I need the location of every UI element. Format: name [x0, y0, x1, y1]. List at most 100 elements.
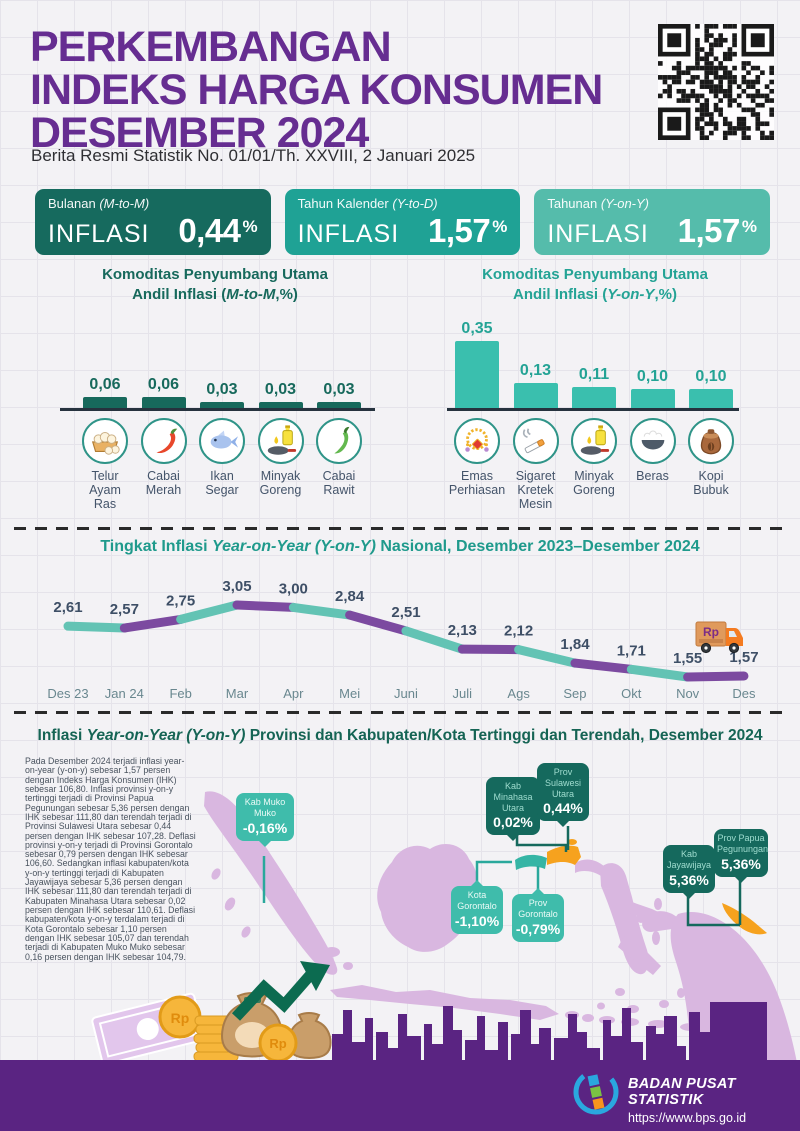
svg-text:1,55: 1,55	[673, 650, 702, 667]
section-divider	[14, 711, 786, 714]
callout-kab-jayawijaya: Kab Jayawijaya 5,36%	[663, 845, 715, 899]
national-inflation-line-chart: 2,61 Des 23 2,57 Jan 24 2,75 Feb 3,05 Mar 3,00 Ap…	[47, 578, 758, 701]
summary-paragraph: Pada Desember 2024 terjadi inflasi year-…	[25, 756, 196, 962]
eggs-icon	[82, 417, 128, 464]
svg-text:2,13: 2,13	[448, 622, 477, 639]
stat-yoy-inflation: Tahunan (Y-on-Y) INFLASI 1,57%	[534, 189, 771, 255]
bar-column: 0,11	[567, 366, 621, 408]
footer-text: BADAN PUSAT STATISTIK https://www.bps.go…	[628, 1076, 800, 1125]
bar-value: 0,06	[89, 376, 121, 393]
stat-value: 1,57	[677, 212, 741, 249]
bar-column: 0,06	[137, 376, 191, 408]
mtm-labels: Telur Ayam Ras Cabai Merah Ikan Segar Mi…	[78, 469, 366, 512]
bar	[258, 402, 303, 408]
svg-text:Feb: Feb	[169, 686, 191, 701]
yoy-icons	[450, 417, 738, 464]
callout-value: 0,44%	[543, 800, 583, 817]
papua-pegunungan-highlight	[722, 903, 767, 935]
svg-text:Jan 24: Jan 24	[105, 686, 144, 701]
callout-prov-papua-pegunungan: Prov Papua Pegunungan 5,36%	[714, 829, 768, 883]
bar	[513, 383, 558, 408]
bar-value: 0,03	[206, 381, 238, 398]
bar-column: 0,10	[626, 368, 680, 408]
axis-baseline	[60, 408, 375, 411]
svg-text:Rp: Rp	[703, 625, 719, 639]
callout-name: Prov Gorontalo	[518, 898, 558, 919]
bar	[689, 389, 733, 408]
callout-name: Kota Gorontalo	[457, 890, 497, 911]
stat-period: Tahunan	[547, 196, 601, 211]
svg-text:3,05: 3,05	[222, 578, 251, 595]
cooking-oil-icon	[571, 417, 617, 464]
stat-period: Bulanan	[48, 196, 100, 211]
callout-name: Kab Minahasa Utara	[493, 781, 533, 813]
bar	[630, 389, 675, 408]
footer-band	[0, 1060, 800, 1131]
fish-icon	[199, 417, 245, 464]
item-label: Cabai Merah	[145, 468, 182, 497]
website-url[interactable]: https://www.bps.go.id	[628, 1111, 747, 1125]
stat-label: INFLASI	[297, 220, 400, 248]
svg-text:2,75: 2,75	[166, 592, 195, 609]
svg-text:Ags: Ags	[507, 686, 530, 701]
bar	[200, 402, 244, 408]
stat-label: INFLASI	[48, 220, 150, 248]
callout-prov-sulawesi-utara: Prov Sulawesi Utara 0,44%	[537, 763, 589, 828]
headline-stats: Bulanan (M-to-M) INFLASI 0,44% Tahun Kale…	[35, 189, 771, 255]
stat-ytd-inflation: Tahun Kalender (Y-to-D) INFLASI 1,57%	[284, 189, 521, 255]
callout-kab-muko-muko: Kab Muko Muko -0,16%	[236, 793, 294, 847]
coin-icon: Rp	[158, 995, 202, 1039]
bar-value: 0,10	[636, 368, 669, 385]
city-skyline	[332, 1002, 767, 1062]
bar	[572, 387, 616, 408]
bar	[141, 397, 186, 408]
stat-unit: %	[741, 217, 758, 236]
bar-value: 0,03	[264, 381, 297, 398]
stat-period-detail: (M-to-M)	[99, 196, 150, 211]
bar-value: 0,11	[578, 366, 610, 383]
bar-column: 0,06	[78, 376, 132, 408]
item-label: Cabai Rawit	[322, 468, 356, 497]
section-divider	[14, 527, 786, 530]
svg-text:2,61: 2,61	[53, 599, 82, 616]
bar-column: 0,03	[312, 381, 366, 408]
svg-text:Juli: Juli	[453, 686, 473, 701]
bar-column: 0,13	[509, 362, 563, 408]
bar	[455, 341, 499, 408]
coin-icon: Rp	[258, 1023, 298, 1063]
bar-column: 0,03	[195, 381, 249, 408]
stat-label: INFLASI	[547, 220, 649, 248]
stat-unit: %	[492, 217, 508, 236]
gold-jewelry-icon	[454, 417, 500, 464]
callout-prov-gorontalo: Prov Gorontalo -0,79%	[512, 888, 564, 942]
stat-period-detail: (Y-on-Y)	[600, 196, 649, 211]
bar-value: 0,10	[695, 368, 727, 385]
item-label: Beras	[636, 468, 669, 483]
commodities-mtm-title: Komoditas Penyumbang Utama Andil Inflasi…	[102, 266, 328, 303]
qr-code[interactable]	[658, 24, 774, 140]
bar-value: 0,03	[323, 381, 355, 398]
red-chili-icon	[140, 417, 187, 464]
callout-kab-minahasa-utara: Kab Minahasa Utara 0,02%	[486, 777, 540, 842]
stat-value: 1,57	[427, 212, 491, 249]
stat-unit: %	[242, 217, 258, 236]
green-chili-icon	[316, 417, 362, 464]
bps-logo	[573, 1069, 619, 1115]
stat-period-detail: (Y-to-D)	[392, 196, 438, 211]
svg-text:Okt: Okt	[621, 686, 642, 701]
line-chart-title: Tingkat Inflasi Year-on-Year (Y-on-Y) Na…	[100, 538, 700, 555]
bar-column: 0,35	[450, 320, 504, 408]
svg-text:Juni: Juni	[394, 686, 418, 701]
item-label: Minyak Goreng	[259, 468, 302, 497]
mtm-bars: 0,06 0,06 0,03 0,03 0,03	[78, 320, 366, 408]
svg-text:Apr: Apr	[283, 686, 304, 701]
yoy-bars: 0,35 0,13 0,11 0,10 0,10	[450, 320, 738, 408]
bar-column: 0,03	[254, 381, 308, 408]
svg-text:Nov: Nov	[676, 686, 700, 701]
bar	[317, 402, 361, 408]
gorontalo-highlight	[515, 854, 547, 870]
callout-value: -0,79%	[515, 920, 561, 937]
item-label: Ikan Segar	[205, 468, 239, 497]
callout-name: Kab Muko Muko	[244, 797, 286, 818]
callout-kota-gorontalo: Kota Gorontalo -1,10%	[451, 880, 503, 934]
